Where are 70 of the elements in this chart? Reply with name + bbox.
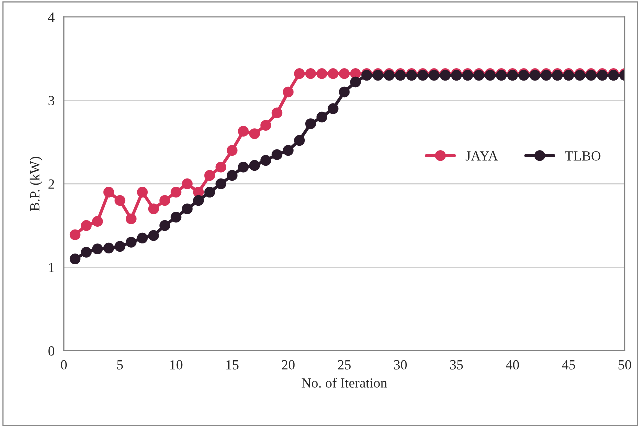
point [216, 178, 227, 190]
point [226, 170, 238, 182]
y-tick-label: 4 [48, 12, 55, 22]
point [92, 216, 104, 227]
point [160, 195, 170, 206]
point [226, 145, 238, 156]
x-tick-label: 25 [338, 360, 351, 370]
point [204, 170, 216, 182]
point [294, 135, 306, 146]
point [148, 230, 160, 242]
y-tick-label: 1 [49, 263, 54, 272]
point [260, 120, 272, 131]
point [137, 187, 148, 198]
point [170, 187, 182, 198]
point [193, 195, 204, 206]
point [70, 254, 81, 265]
x-tick-label: 20 [282, 360, 295, 370]
y-tick-label: 3 [48, 96, 55, 106]
point [272, 149, 283, 160]
point [104, 187, 114, 198]
point [316, 68, 328, 80]
point [81, 247, 92, 258]
point [350, 76, 362, 88]
x-tick-label: 10 [170, 360, 183, 370]
x-tick-label: 50 [618, 360, 632, 370]
point [160, 220, 170, 232]
point [114, 195, 126, 206]
point [339, 68, 350, 80]
point [182, 178, 193, 190]
point [92, 244, 104, 255]
y-tick-label: 0 [48, 346, 55, 356]
point [249, 128, 260, 140]
x-tick-label: 30 [394, 360, 408, 370]
point [260, 155, 272, 166]
legend-label: TLBO [565, 152, 601, 161]
point [238, 162, 249, 173]
x-axis-title: No. of Iteration [302, 378, 388, 388]
point [114, 241, 126, 252]
point [283, 86, 294, 98]
point [249, 160, 260, 172]
legend-label: JAYA [466, 152, 498, 161]
y-tick-label: 2 [48, 180, 54, 189]
point [81, 220, 92, 232]
y-axis-title: B.P. (kW) [30, 157, 43, 212]
x-tick-label: 5 [118, 360, 124, 370]
point [306, 118, 316, 130]
point [328, 104, 339, 114]
point [306, 68, 316, 80]
point [137, 232, 148, 244]
x-tick-label: 45 [562, 360, 576, 370]
point [170, 212, 182, 223]
point [148, 204, 160, 214]
point [104, 242, 114, 254]
point [126, 214, 137, 224]
x-tick-label: 15 [226, 360, 239, 370]
x-tick-label: 40 [506, 360, 520, 370]
point [316, 112, 328, 123]
point [238, 126, 249, 137]
point [283, 145, 294, 156]
x-tick-label: 0 [61, 360, 68, 370]
point [204, 187, 216, 198]
point [70, 230, 81, 240]
point [339, 86, 350, 98]
point [126, 237, 137, 248]
point [182, 204, 193, 214]
point [272, 108, 283, 118]
point [328, 68, 339, 80]
x-tick-label: 35 [450, 360, 464, 370]
point [216, 162, 227, 173]
point [294, 68, 306, 80]
